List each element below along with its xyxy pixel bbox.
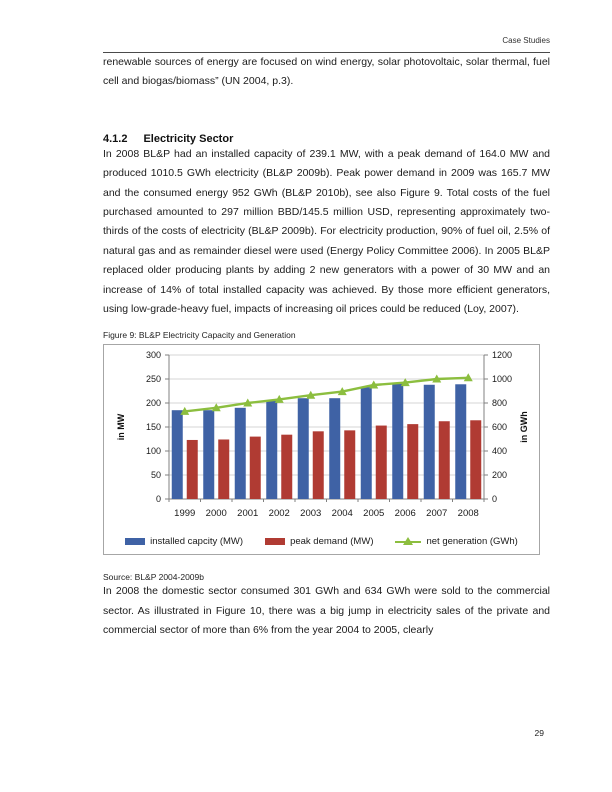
- svg-text:800: 800: [492, 398, 507, 408]
- svg-text:2006: 2006: [395, 508, 416, 519]
- page-number: 29: [534, 728, 544, 738]
- legend-swatch-installed-capacity: [125, 538, 146, 546]
- legend-label-peak-demand: peak demand (MW): [290, 536, 374, 548]
- svg-text:2008: 2008: [458, 508, 479, 519]
- svg-text:400: 400: [492, 446, 507, 456]
- figure-9-chart: 0 0 50 200 100 400 150 600 200 800 250 1000 300 1200 1…: [103, 344, 540, 556]
- svg-text:2001: 2001: [237, 508, 258, 519]
- svg-text:2004: 2004: [332, 508, 353, 519]
- section-number: 4.1.2: [103, 132, 128, 145]
- svg-text:1200: 1200: [492, 350, 512, 360]
- svg-text:0: 0: [492, 494, 497, 504]
- legend-swatch-net-generation: [395, 536, 422, 547]
- paragraph-electricity-sector: In 2008 BL&P had an installed capacity o…: [103, 147, 550, 316]
- legend-swatch-peak-demand: [265, 538, 286, 546]
- paragraph-consumption: In 2008 the domestic sector consumed 301…: [103, 585, 550, 637]
- svg-text:2007: 2007: [426, 508, 447, 519]
- svg-text:50: 50: [151, 470, 161, 480]
- figure-caption: Figure 9: BL&P Electricity Capacity and …: [103, 330, 296, 341]
- svg-text:1000: 1000: [492, 374, 512, 384]
- svg-text:600: 600: [492, 422, 507, 432]
- legend-item-net-generation: net generation (GWh): [395, 536, 518, 548]
- svg-text:2003: 2003: [300, 508, 321, 519]
- svg-text:250: 250: [146, 374, 161, 384]
- bar-line-chart-canvas: 0 0 50 200 100 400 150 600 200 800 250 1000 300 1200 1…: [116, 350, 529, 519]
- svg-text:200: 200: [146, 398, 161, 408]
- svg-text:150: 150: [146, 422, 161, 432]
- paragraph-renewables: renewable sources of energy are focused …: [103, 56, 550, 88]
- svg-text:in GWh: in GWh: [519, 412, 529, 444]
- svg-text:2002: 2002: [269, 508, 290, 519]
- legend-item-installed-capacity: installed capcity (MW): [125, 536, 243, 547]
- chart-legend: installed capcity (MW) peak demand (MW) …: [104, 536, 539, 547]
- header-rule: [103, 52, 550, 53]
- section-title: Electricity Sector: [143, 132, 234, 145]
- legend-label-installed-capacity: installed capcity (MW): [150, 536, 244, 548]
- svg-text:0: 0: [156, 494, 161, 504]
- figure-source: Source: BL&P 2004-2009b: [103, 572, 204, 583]
- svg-text:2000: 2000: [206, 508, 227, 519]
- svg-text:1999: 1999: [174, 508, 195, 519]
- svg-text:200: 200: [492, 470, 507, 480]
- running-header: Case Studies: [502, 36, 550, 45]
- svg-text:300: 300: [146, 350, 161, 360]
- legend-label-net-generation: net generation (GWh): [426, 536, 518, 548]
- legend-item-peak-demand: peak demand (MW): [265, 536, 373, 547]
- svg-text:in MW: in MW: [116, 414, 126, 441]
- section-heading: 4.1.2 Electricity Sector: [103, 133, 550, 145]
- svg-text:2005: 2005: [363, 508, 384, 519]
- svg-text:100: 100: [146, 446, 161, 456]
